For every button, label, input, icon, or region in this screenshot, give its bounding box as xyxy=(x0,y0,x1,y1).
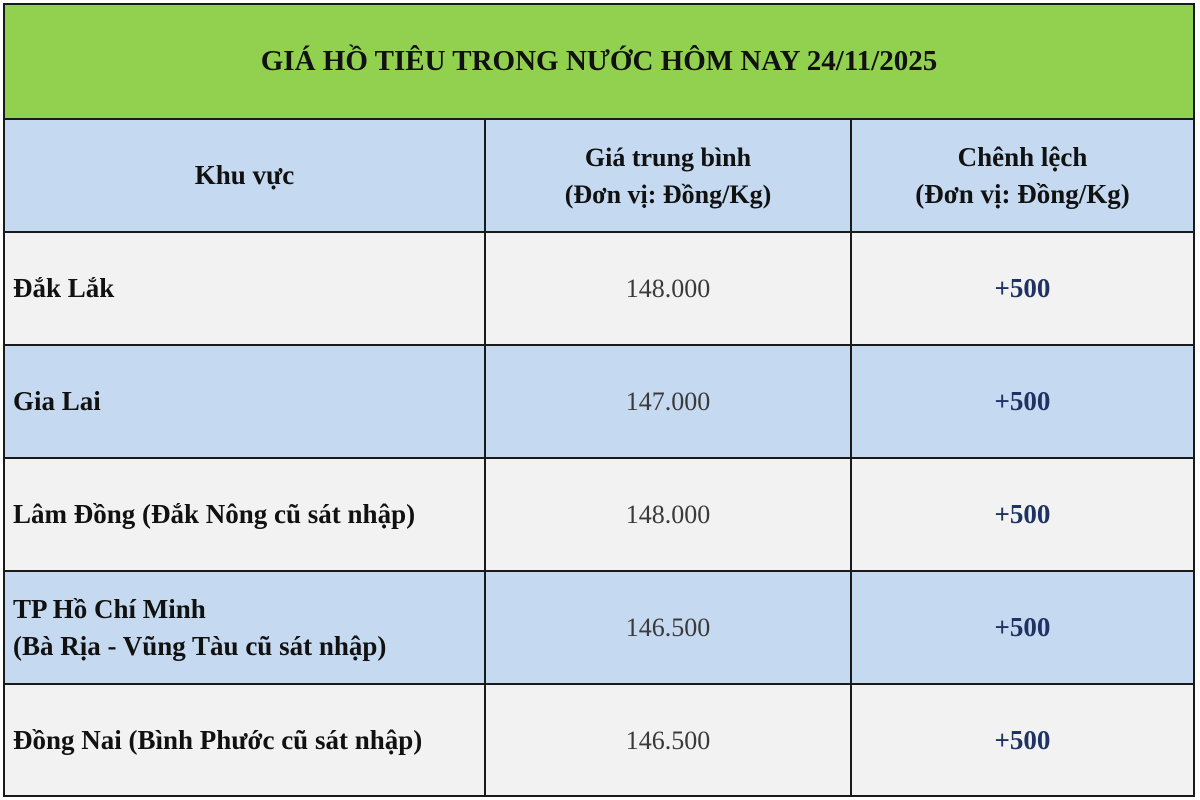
price-cell: 146.500 xyxy=(486,572,852,683)
table-row: Đắk Lắk 148.000 +500 xyxy=(5,233,1193,346)
region-name: Gia Lai xyxy=(13,386,101,416)
region-name: Đắk Lắk xyxy=(13,273,115,303)
region-name: TP Hồ Chí Minh xyxy=(13,593,206,624)
header-change-label: Chênh lệch xyxy=(957,141,1088,172)
header-row: Khu vực Giá trung bình (Đơn vị: Đồng/Kg) … xyxy=(5,120,1193,233)
header-change: Chênh lệch (Đơn vị: Đồng/Kg) xyxy=(852,120,1193,231)
change-cell: +500 xyxy=(994,499,1051,529)
region-cell: TP Hồ Chí Minh (Bà Rịa - Vũng Tàu cũ sát … xyxy=(5,572,486,683)
price-cell: 147.000 xyxy=(486,346,852,457)
pepper-price-table: GIÁ HỒ TIÊU TRONG NƯỚC HÔM NAY 24/11/202… xyxy=(3,3,1195,797)
header-avg-price: Giá trung bình (Đơn vị: Đồng/Kg) xyxy=(486,120,852,231)
header-region: Khu vực xyxy=(5,120,486,231)
table-row: Lâm Đồng (Đắk Nông cũ sát nhập) 148.000 … xyxy=(5,459,1193,572)
change-cell: +500 xyxy=(994,612,1051,642)
price-cell: 146.500 xyxy=(486,685,852,795)
region-cell: Đồng Nai (Bình Phước cũ sát nhập) xyxy=(5,685,486,795)
change-cell: +500 xyxy=(994,386,1051,416)
region-cell: Lâm Đồng (Đắk Nông cũ sát nhập) xyxy=(5,459,486,570)
region-note: (Bà Rịa - Vũng Tàu cũ sát nhập) xyxy=(13,630,387,661)
price-cell: 148.000 xyxy=(486,233,852,344)
header-region-label: Khu vực xyxy=(194,160,295,190)
header-avg-price-label: Giá trung bình xyxy=(584,142,752,172)
table-row: TP Hồ Chí Minh (Bà Rịa - Vũng Tàu cũ sát … xyxy=(5,572,1193,685)
region-name: Lâm Đồng (Đắk Nông cũ sát nhập) xyxy=(13,499,416,529)
table-row: Đồng Nai (Bình Phước cũ sát nhập) 146.50… xyxy=(5,685,1193,795)
header-change-unit: (Đơn vị: Đồng/Kg) xyxy=(915,178,1130,209)
region-cell: Đắk Lắk xyxy=(5,233,486,344)
region-cell: Gia Lai xyxy=(5,346,486,457)
price-cell: 148.000 xyxy=(486,459,852,570)
change-cell: +500 xyxy=(994,724,1051,755)
region-name: Đồng Nai (Bình Phước cũ sát nhập) xyxy=(13,724,423,755)
header-avg-price-unit: (Đơn vị: Đồng/Kg) xyxy=(564,179,772,209)
table-row: Gia Lai 147.000 +500 xyxy=(5,346,1193,459)
table-title: GIÁ HỒ TIÊU TRONG NƯỚC HÔM NAY 24/11/202… xyxy=(5,5,1193,120)
change-cell: +500 xyxy=(994,273,1051,303)
